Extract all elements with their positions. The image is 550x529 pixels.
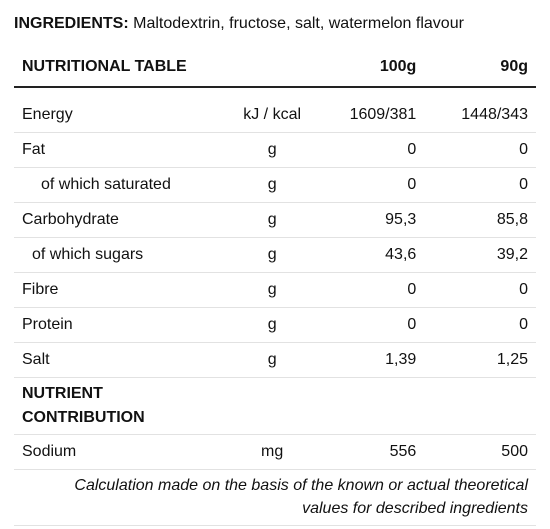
row-value-90g: 39,2 (424, 237, 536, 273)
row-value-90g: 0 (424, 132, 536, 168)
ingredients-label: INGREDIENTS: (14, 15, 129, 32)
ingredients-text: Maltodextrin, fructose, salt, watermelon… (128, 15, 464, 32)
row-value-90g: 500 (424, 434, 536, 470)
spacer-row (14, 87, 536, 98)
row-value-100g: 0 (320, 167, 425, 203)
row-unit: kJ / kcal (223, 98, 321, 133)
column-header-90g: 90g (424, 48, 536, 88)
row-value-100g: 0 (320, 272, 425, 308)
table-row-fat: Fat g 0 0 (14, 132, 536, 168)
table-header-row: NUTRITIONAL TABLE 100g 90g (14, 48, 536, 88)
row-value-90g: 85,8 (424, 202, 536, 238)
row-name: Salt (14, 342, 224, 378)
row-unit: g (223, 202, 321, 238)
section-heading: NUTRIENT CONTRIBUTION (14, 377, 536, 435)
row-unit: g (223, 167, 321, 203)
table-row-sodium: Sodium mg 556 500 (14, 434, 536, 470)
section-heading-row: NUTRIENT CONTRIBUTION (14, 377, 536, 435)
row-unit: g (223, 132, 321, 168)
row-value-90g: 0 (424, 167, 536, 203)
table-row-fibre: Fibre g 0 0 (14, 272, 536, 308)
calculation-note-line-1: Calculation made on the basis of the kno… (74, 477, 528, 494)
row-name: of which saturated (14, 167, 224, 203)
calculation-note-row: Calculation made on the basis of the kno… (14, 469, 536, 526)
unit-column-header (223, 48, 321, 88)
row-value-100g: 95,3 (320, 202, 425, 238)
table-row-energy: Energy kJ / kcal 1609/381 1448/343 (14, 98, 536, 133)
row-name: Sodium (14, 434, 224, 470)
row-value-100g: 0 (320, 307, 425, 343)
column-header-100g: 100g (320, 48, 425, 88)
row-value-100g: 1609/381 (320, 98, 425, 133)
row-value-100g: 556 (320, 434, 425, 470)
calculation-note: Calculation made on the basis of the kno… (14, 469, 536, 526)
ingredients-line: INGREDIENTS: Maltodextrin, fructose, sal… (14, 14, 464, 34)
row-name: Fibre (14, 272, 224, 308)
table-row-salt: Salt g 1,39 1,25 (14, 342, 536, 378)
row-value-90g: 1,25 (424, 342, 536, 378)
table-row-saturated: of which saturated g 0 0 (14, 167, 536, 203)
table-row-protein: Protein g 0 0 (14, 307, 536, 343)
row-value-90g: 0 (424, 307, 536, 343)
row-value-100g: 0 (320, 132, 425, 168)
row-name: of which sugars (14, 237, 224, 273)
row-value-90g: 0 (424, 272, 536, 308)
row-value-100g: 43,6 (320, 237, 425, 273)
row-value-90g: 1448/343 (424, 98, 536, 133)
row-name: Energy (14, 98, 224, 133)
row-name: Carbohydrate (14, 202, 224, 238)
table-title: NUTRITIONAL TABLE (14, 48, 224, 88)
row-unit: g (223, 272, 321, 308)
row-name: Protein (14, 307, 224, 343)
section-heading-line-1: NUTRIENT (22, 385, 103, 402)
section-heading-line-2: CONTRIBUTION (22, 409, 145, 426)
row-unit: g (223, 307, 321, 343)
table-row-sugars: of which sugars g 43,6 39,2 (14, 237, 536, 273)
table-row-carbohydrate: Carbohydrate g 95,3 85,8 (14, 202, 536, 238)
row-value-100g: 1,39 (320, 342, 425, 378)
nutritional-table: NUTRITIONAL TABLE 100g 90g Energy kJ / k… (14, 48, 536, 526)
row-unit: mg (223, 434, 321, 470)
row-unit: g (223, 237, 321, 273)
row-unit: g (223, 342, 321, 378)
calculation-note-line-2: values for described ingredients (302, 500, 528, 517)
row-name: Fat (14, 132, 224, 168)
